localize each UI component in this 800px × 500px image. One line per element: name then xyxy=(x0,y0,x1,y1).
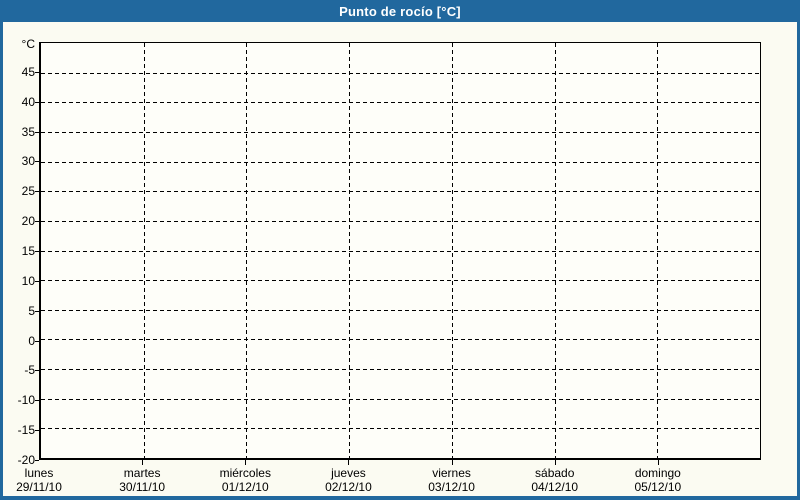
x-tick-mark xyxy=(348,460,350,465)
y-tick-label: 0 xyxy=(28,333,35,348)
y-tick-mark xyxy=(35,310,39,312)
v-gridline xyxy=(246,43,248,458)
y-tick-label: 35 xyxy=(21,124,35,139)
y-tick-mark xyxy=(35,161,39,163)
y-tick-mark xyxy=(35,251,39,252)
v-gridline xyxy=(554,43,556,458)
x-axis-date-label: 30/11/10 xyxy=(119,480,166,494)
y-tick-label: -15 xyxy=(17,423,35,438)
y-axis-unit-label: °C xyxy=(21,37,35,51)
x-axis-day-label: domingo xyxy=(634,466,681,480)
title-bar: Punto de rocío [°C] xyxy=(0,0,800,22)
x-axis-date-label: 02/12/10 xyxy=(325,480,372,494)
x-axis-day-label: jueves xyxy=(331,466,366,480)
h-gridline xyxy=(41,280,760,282)
x-axis-day-label: sábado xyxy=(535,466,575,480)
y-tick-mark xyxy=(35,400,39,402)
x-tick-mark xyxy=(245,460,247,465)
y-tick-mark xyxy=(35,340,39,342)
h-gridline xyxy=(41,428,760,430)
h-gridline xyxy=(41,339,760,341)
y-tick-label: 10 xyxy=(21,273,35,288)
h-gridline xyxy=(41,72,760,74)
y-tick-mark xyxy=(35,280,39,282)
y-tick-label: -20 xyxy=(17,453,35,467)
chart-canvas: °C 45 40 35 30 25 20 15 10 5 0 -5 -10 -15 -20 lunes 29/… xyxy=(3,22,797,496)
h-gridline xyxy=(41,191,760,193)
y-tick-mark xyxy=(35,460,39,461)
x-tick-mark xyxy=(657,460,659,465)
x-tick-mark xyxy=(554,460,556,465)
plot-area xyxy=(39,42,761,460)
y-tick-label: 5 xyxy=(28,303,35,318)
x-axis-date-label: 05/12/10 xyxy=(634,480,682,494)
y-tick-mark xyxy=(35,221,39,223)
y-tick-mark xyxy=(35,131,39,133)
x-axis-day-label: miércoles xyxy=(219,466,271,480)
h-gridline xyxy=(41,309,760,311)
x-axis-day-label: martes xyxy=(123,466,161,480)
y-tick-label: -10 xyxy=(17,393,35,408)
y-tick-mark xyxy=(35,101,39,103)
x-axis-date-label: 29/11/10 xyxy=(16,480,62,494)
h-gridline xyxy=(41,220,760,222)
y-tick-label: 25 xyxy=(21,184,35,199)
y-tick-label: 30 xyxy=(21,154,35,169)
y-tick-label: 45 xyxy=(21,64,35,79)
y-tick-mark xyxy=(35,71,39,73)
h-gridline xyxy=(41,131,760,133)
x-tick-mark xyxy=(451,460,453,465)
v-gridline xyxy=(657,43,659,458)
x-axis-day-label: lunes xyxy=(24,466,54,480)
h-gridline xyxy=(41,161,760,163)
chart-title: Punto de rocío [°C] xyxy=(339,3,461,19)
y-tick-label: -5 xyxy=(24,363,35,378)
y-tick-mark xyxy=(35,430,39,432)
x-axis-date-label: 03/12/10 xyxy=(428,480,475,494)
y-tick-label: 20 xyxy=(21,214,35,229)
x-axis-date-label: 01/12/10 xyxy=(221,480,269,494)
x-axis-date-label: 04/12/10 xyxy=(531,480,579,494)
x-axis-day-label: viernes xyxy=(432,466,471,480)
v-gridline xyxy=(143,43,145,458)
v-gridline xyxy=(451,43,453,458)
y-tick-label: 40 xyxy=(21,94,35,109)
h-gridline xyxy=(41,398,760,400)
y-tick-mark xyxy=(35,370,39,372)
h-gridline xyxy=(41,102,760,104)
h-gridline xyxy=(41,250,760,252)
y-tick-label: 15 xyxy=(21,244,35,258)
x-tick-mark xyxy=(142,460,144,465)
h-gridline xyxy=(41,369,760,371)
v-gridline xyxy=(349,43,351,458)
y-tick-mark xyxy=(35,191,39,193)
